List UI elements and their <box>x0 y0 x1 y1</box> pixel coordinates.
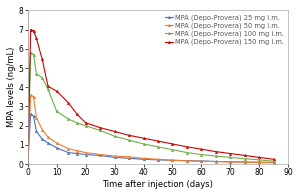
MPA (Depo-Provera) 50 mg i.m. <box>32 96 35 98</box>
MPA (Depo-Provera) 25 mg i.m. <box>67 152 70 154</box>
MPA (Depo-Provera) 100 mg i.m. <box>272 160 275 162</box>
Line: MPA (Depo-Provera) 50 mg i.m.: MPA (Depo-Provera) 50 mg i.m. <box>26 94 275 165</box>
MPA (Depo-Provera) 25 mg i.m. <box>29 113 32 115</box>
MPA (Depo-Provera) 50 mg i.m. <box>84 152 87 154</box>
MPA (Depo-Provera) 25 mg i.m. <box>26 163 30 165</box>
MPA (Depo-Provera) 100 mg i.m. <box>156 146 160 148</box>
MPA (Depo-Provera) 100 mg i.m. <box>84 124 87 127</box>
MPA (Depo-Provera) 100 mg i.m. <box>127 139 131 141</box>
Legend: MPA (Depo-Provera) 25 mg i.m., MPA (Depo-Provera) 50 mg i.m., MPA (Depo-Provera): MPA (Depo-Provera) 25 mg i.m., MPA (Depo… <box>164 14 285 46</box>
MPA (Depo-Provera) 50 mg i.m. <box>214 161 217 163</box>
MPA (Depo-Provera) 150 mg i.m. <box>127 134 131 136</box>
MPA (Depo-Provera) 150 mg i.m. <box>142 137 145 139</box>
MPA (Depo-Provera) 100 mg i.m. <box>185 152 189 154</box>
MPA (Depo-Provera) 100 mg i.m. <box>67 118 70 120</box>
MPA (Depo-Provera) 100 mg i.m. <box>171 149 174 151</box>
MPA (Depo-Provera) 150 mg i.m. <box>243 154 247 157</box>
MPA (Depo-Provera) 50 mg i.m. <box>272 162 275 164</box>
MPA (Depo-Provera) 150 mg i.m. <box>272 158 275 161</box>
MPA (Depo-Provera) 25 mg i.m. <box>32 115 35 117</box>
MPA (Depo-Provera) 150 mg i.m. <box>229 152 232 155</box>
MPA (Depo-Provera) 25 mg i.m. <box>40 138 44 140</box>
MPA (Depo-Provera) 25 mg i.m. <box>75 152 79 155</box>
MPA (Depo-Provera) 100 mg i.m. <box>46 88 50 90</box>
MPA (Depo-Provera) 150 mg i.m. <box>29 28 32 31</box>
MPA (Depo-Provera) 25 mg i.m. <box>185 160 189 162</box>
MPA (Depo-Provera) 150 mg i.m. <box>171 143 174 145</box>
MPA (Depo-Provera) 50 mg i.m. <box>98 153 102 156</box>
MPA (Depo-Provera) 50 mg i.m. <box>257 161 261 164</box>
MPA (Depo-Provera) 100 mg i.m. <box>214 155 217 157</box>
Line: MPA (Depo-Provera) 25 mg i.m.: MPA (Depo-Provera) 25 mg i.m. <box>26 113 275 165</box>
MPA (Depo-Provera) 150 mg i.m. <box>156 140 160 142</box>
MPA (Depo-Provera) 50 mg i.m. <box>75 150 79 152</box>
MPA (Depo-Provera) 50 mg i.m. <box>243 161 247 163</box>
MPA (Depo-Provera) 50 mg i.m. <box>26 163 30 165</box>
MPA (Depo-Provera) 100 mg i.m. <box>26 163 30 165</box>
MPA (Depo-Provera) 100 mg i.m. <box>34 73 38 75</box>
MPA (Depo-Provera) 150 mg i.m. <box>185 146 189 148</box>
MPA (Depo-Provera) 150 mg i.m. <box>46 85 50 87</box>
MPA (Depo-Provera) 150 mg i.m. <box>113 130 116 133</box>
MPA (Depo-Provera) 50 mg i.m. <box>142 157 145 160</box>
MPA (Depo-Provera) 100 mg i.m. <box>98 129 102 132</box>
MPA (Depo-Provera) 25 mg i.m. <box>171 159 174 162</box>
Line: MPA (Depo-Provera) 100 mg i.m.: MPA (Depo-Provera) 100 mg i.m. <box>26 52 275 165</box>
MPA (Depo-Provera) 50 mg i.m. <box>40 128 44 131</box>
MPA (Depo-Provera) 25 mg i.m. <box>156 159 160 161</box>
MPA (Depo-Provera) 50 mg i.m. <box>55 142 58 144</box>
MPA (Depo-Provera) 25 mg i.m. <box>272 161 275 163</box>
MPA (Depo-Provera) 100 mg i.m. <box>243 158 247 160</box>
MPA (Depo-Provera) 150 mg i.m. <box>55 90 58 92</box>
MPA (Depo-Provera) 50 mg i.m. <box>185 160 189 162</box>
MPA (Depo-Provera) 50 mg i.m. <box>34 117 38 119</box>
MPA (Depo-Provera) 50 mg i.m. <box>113 155 116 157</box>
MPA (Depo-Provera) 100 mg i.m. <box>29 52 32 54</box>
MPA (Depo-Provera) 50 mg i.m. <box>229 161 232 163</box>
MPA (Depo-Provera) 50 mg i.m. <box>200 160 203 162</box>
X-axis label: Time after injection (days): Time after injection (days) <box>103 180 213 189</box>
MPA (Depo-Provera) 150 mg i.m. <box>32 29 35 32</box>
MPA (Depo-Provera) 25 mg i.m. <box>229 161 232 163</box>
MPA (Depo-Provera) 50 mg i.m. <box>46 136 50 138</box>
MPA (Depo-Provera) 150 mg i.m. <box>34 37 38 39</box>
MPA (Depo-Provera) 150 mg i.m. <box>257 156 261 159</box>
MPA (Depo-Provera) 100 mg i.m. <box>75 122 79 124</box>
MPA (Depo-Provera) 150 mg i.m. <box>200 148 203 150</box>
MPA (Depo-Provera) 50 mg i.m. <box>127 156 131 158</box>
MPA (Depo-Provera) 150 mg i.m. <box>75 113 79 115</box>
MPA (Depo-Provera) 150 mg i.m. <box>40 58 44 61</box>
MPA (Depo-Provera) 100 mg i.m. <box>40 76 44 79</box>
MPA (Depo-Provera) 25 mg i.m. <box>55 147 58 149</box>
Y-axis label: MPA levels (ng/mL): MPA levels (ng/mL) <box>7 47 16 127</box>
MPA (Depo-Provera) 25 mg i.m. <box>200 160 203 162</box>
MPA (Depo-Provera) 50 mg i.m. <box>29 94 32 96</box>
MPA (Depo-Provera) 25 mg i.m. <box>34 130 38 133</box>
MPA (Depo-Provera) 100 mg i.m. <box>142 143 145 145</box>
MPA (Depo-Provera) 25 mg i.m. <box>142 158 145 161</box>
MPA (Depo-Provera) 150 mg i.m. <box>67 102 70 104</box>
MPA (Depo-Provera) 100 mg i.m. <box>32 54 35 56</box>
MPA (Depo-Provera) 150 mg i.m. <box>84 122 87 124</box>
MPA (Depo-Provera) 25 mg i.m. <box>127 157 131 160</box>
MPA (Depo-Provera) 150 mg i.m. <box>98 126 102 129</box>
MPA (Depo-Provera) 100 mg i.m. <box>113 135 116 137</box>
MPA (Depo-Provera) 100 mg i.m. <box>229 156 232 159</box>
MPA (Depo-Provera) 50 mg i.m. <box>156 158 160 161</box>
MPA (Depo-Provera) 150 mg i.m. <box>214 151 217 153</box>
MPA (Depo-Provera) 25 mg i.m. <box>257 161 261 163</box>
MPA (Depo-Provera) 25 mg i.m. <box>84 153 87 156</box>
MPA (Depo-Provera) 50 mg i.m. <box>67 148 70 150</box>
MPA (Depo-Provera) 25 mg i.m. <box>243 161 247 163</box>
MPA (Depo-Provera) 25 mg i.m. <box>46 142 50 144</box>
MPA (Depo-Provera) 25 mg i.m. <box>113 156 116 159</box>
MPA (Depo-Provera) 100 mg i.m. <box>55 110 58 113</box>
MPA (Depo-Provera) 100 mg i.m. <box>200 153 203 156</box>
MPA (Depo-Provera) 25 mg i.m. <box>98 154 102 157</box>
MPA (Depo-Provera) 150 mg i.m. <box>26 163 30 165</box>
MPA (Depo-Provera) 100 mg i.m. <box>257 159 261 161</box>
MPA (Depo-Provera) 50 mg i.m. <box>171 159 174 162</box>
MPA (Depo-Provera) 25 mg i.m. <box>214 160 217 163</box>
Line: MPA (Depo-Provera) 150 mg i.m.: MPA (Depo-Provera) 150 mg i.m. <box>26 28 275 165</box>
